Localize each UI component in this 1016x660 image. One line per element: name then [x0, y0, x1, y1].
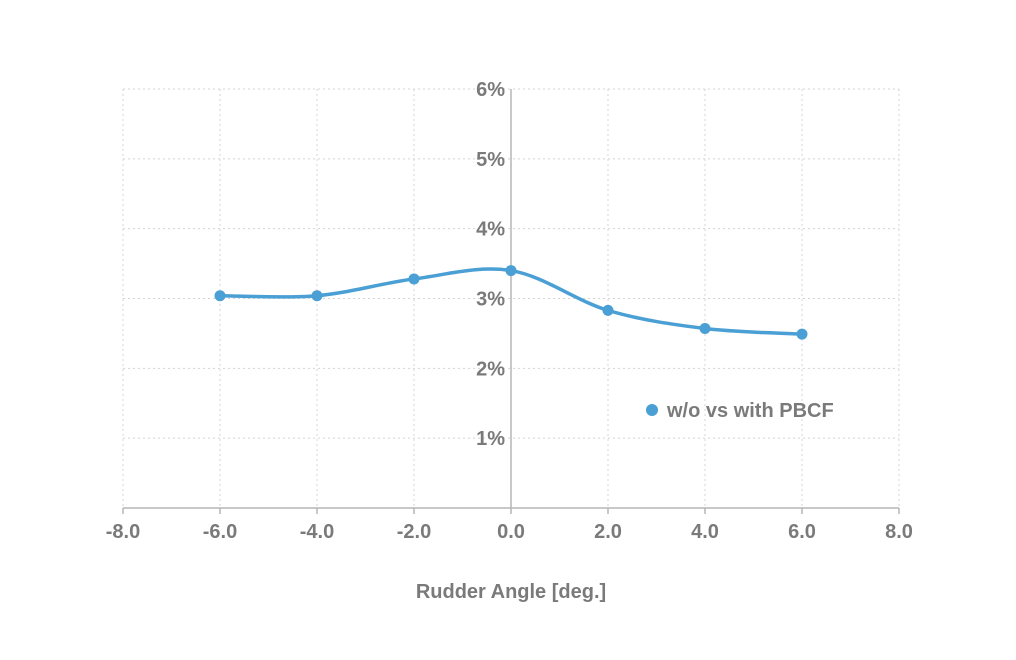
series [214, 265, 808, 340]
grid [122, 88, 900, 508]
y-tick-label: 4% [476, 219, 505, 241]
legend-label: w/o vs with PBCF [666, 400, 834, 422]
data-point [311, 290, 323, 302]
data-point [408, 273, 420, 285]
data-point [602, 304, 614, 316]
data-point [699, 323, 711, 335]
legend-marker [646, 404, 658, 416]
data-point [214, 290, 226, 302]
tick-labels: -8.0 -6.0 -4.0 -2.0 0.0 2.0 4.0 6.0 8.0 1% 2% 3% 4% 5… [106, 79, 913, 543]
x-tick-label: -2.0 [397, 521, 431, 543]
x-tick-label: 8.0 [885, 521, 913, 543]
x-tick-label: -6.0 [203, 521, 237, 543]
data-point [505, 265, 517, 277]
y-tick-label: 6% [476, 79, 505, 101]
y-tick-label: 5% [476, 149, 505, 171]
axes [122, 89, 900, 514]
x-tick-label: 4.0 [691, 521, 719, 543]
x-tick-label: 6.0 [788, 521, 816, 543]
x-axis-title: Rudder Angle [deg.] [416, 581, 606, 603]
y-tick-label: 2% [476, 358, 505, 380]
x-tick-label: 0.0 [497, 521, 525, 543]
y-tick-label: 1% [476, 428, 505, 450]
x-tick-label: -4.0 [300, 521, 334, 543]
x-tick-label: -8.0 [106, 521, 140, 543]
data-point [796, 328, 808, 340]
legend: w/o vs with PBCF [646, 400, 834, 422]
x-tick-label: 2.0 [594, 521, 622, 543]
y-tick-label: 3% [476, 289, 505, 311]
